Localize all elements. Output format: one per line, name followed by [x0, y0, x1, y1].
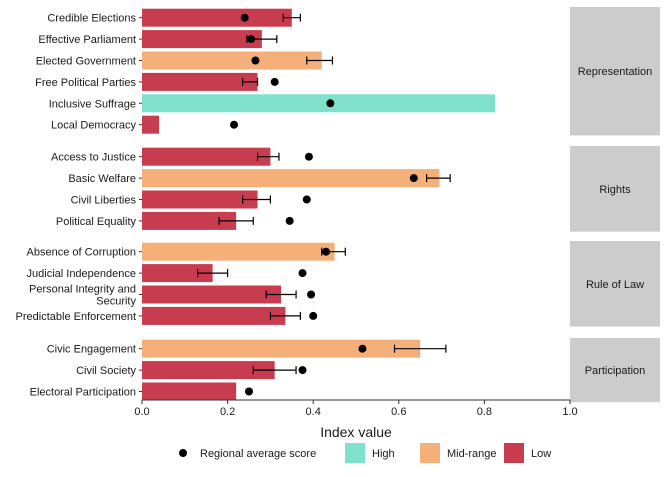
y-label-personal-integrity-line1: Personal Integrity and — [29, 284, 136, 296]
bar-elected-government — [142, 51, 322, 70]
bar-basic-welfare — [142, 169, 440, 188]
y-label-civic-engagement: Civic Engagement — [47, 344, 136, 356]
y-label-effective-parliament: Effective Parliament — [38, 34, 136, 46]
y-label-basic-welfare: Basic Welfare — [68, 173, 136, 185]
facet-strip-representation — [570, 7, 660, 136]
legend-point-marker — [179, 449, 187, 457]
bar-free-political-parties — [142, 72, 258, 91]
y-label-free-political-parties: Free Political Parties — [35, 77, 136, 89]
regional-avg-point-inclusive-suffrage — [326, 99, 335, 108]
bar-electoral-participation — [142, 382, 237, 401]
regional-avg-point-elected-government — [251, 56, 260, 65]
facet-label-representation: Representation — [578, 66, 653, 78]
bar-political-equality — [142, 211, 237, 230]
facet-label-rights: Rights — [599, 184, 631, 196]
x-tick-label-1-0: 1.0 — [562, 406, 577, 418]
x-axis-title: Index value — [320, 424, 392, 440]
bar-inclusive-suffrage — [142, 94, 496, 113]
legend-swatch-low — [504, 443, 524, 463]
y-label-civil-liberties: Civil Liberties — [71, 195, 137, 207]
bar-access-to-justice — [142, 147, 271, 166]
bar-credible-elections — [142, 8, 292, 27]
bar-absence-of-corruption — [142, 242, 335, 261]
bar-judicial-independence — [142, 264, 213, 283]
y-label-elected-government: Elected Government — [36, 56, 136, 68]
y-label-absence-of-corruption: Absence of Corruption — [27, 247, 136, 259]
y-label-political-equality: Political Equality — [56, 216, 137, 228]
y-label-personal-integrity-line2: Security — [96, 296, 136, 308]
y-label-judicial-independence: Judicial Independence — [27, 268, 136, 280]
x-tick-label-0-8: 0.8 — [477, 406, 492, 418]
y-label-credible-elections: Credible Elections — [47, 13, 136, 25]
y-label-electoral-participation: Electoral Participation — [30, 387, 136, 399]
facet-label-rule-of-law: Rule of Law — [586, 279, 644, 291]
regional-avg-point-basic-welfare — [409, 174, 418, 183]
y-label-local-democracy: Local Democracy — [51, 120, 136, 132]
legend-swatch-mid-range — [420, 443, 440, 463]
y-label-inclusive-suffrage: Inclusive Suffrage — [49, 98, 136, 110]
bar-civic-engagement — [142, 339, 421, 358]
legend-swatch-high — [345, 443, 365, 463]
facet-strip-participation — [570, 338, 660, 403]
facet-strip-rights — [570, 146, 660, 232]
bar-predictable-enforcement — [142, 306, 286, 325]
regional-avg-point-political-equality — [285, 216, 294, 225]
regional-avg-point-civic-engagement — [358, 344, 367, 353]
bar-local-democracy — [142, 115, 160, 134]
regional-avg-point-civil-society — [298, 366, 307, 375]
y-label-predictable-enforcement: Predictable Enforcement — [16, 311, 136, 323]
regional-avg-point-electoral-participation — [245, 387, 253, 396]
regional-avg-point-credible-elections — [240, 13, 249, 22]
facet-strip-rule-of-law — [570, 241, 660, 327]
regional-avg-point-effective-parliament — [247, 35, 256, 44]
x-tick-label-0-4: 0.4 — [306, 406, 321, 418]
facet-label-participation: Participation — [585, 365, 646, 377]
legend-label-low: Low — [531, 448, 551, 460]
legend-label-mid-range: Mid-range — [447, 448, 497, 460]
regional-avg-point-judicial-independence — [298, 269, 307, 278]
y-label-access-to-justice: Access to Justice — [51, 152, 136, 164]
x-tick-label-0-6: 0.6 — [391, 406, 406, 418]
regional-avg-point-civil-liberties — [302, 195, 311, 204]
regional-avg-point-access-to-justice — [304, 152, 313, 161]
y-label-civil-society: Civil Society — [76, 365, 136, 377]
regional-avg-point-local-democracy — [230, 120, 239, 129]
x-tick-label-0-2: 0.2 — [220, 406, 235, 418]
regional-avg-point-personal-integrity-and-security — [307, 290, 316, 299]
regional-avg-point-free-political-parties — [270, 77, 279, 86]
legend-label-regional-average: Regional average score — [200, 448, 316, 460]
bar-personal-integrity-and-security — [142, 285, 282, 304]
regional-avg-point-predictable-enforcement — [309, 311, 318, 320]
x-tick-label-0-0: 0.0 — [134, 406, 149, 418]
bar-effective-parliament — [142, 30, 262, 49]
regional-avg-point-absence-of-corruption — [322, 247, 331, 256]
legend-label-high: High — [372, 448, 395, 460]
bar-civil-liberties — [142, 190, 258, 209]
bar-civil-society — [142, 361, 275, 380]
